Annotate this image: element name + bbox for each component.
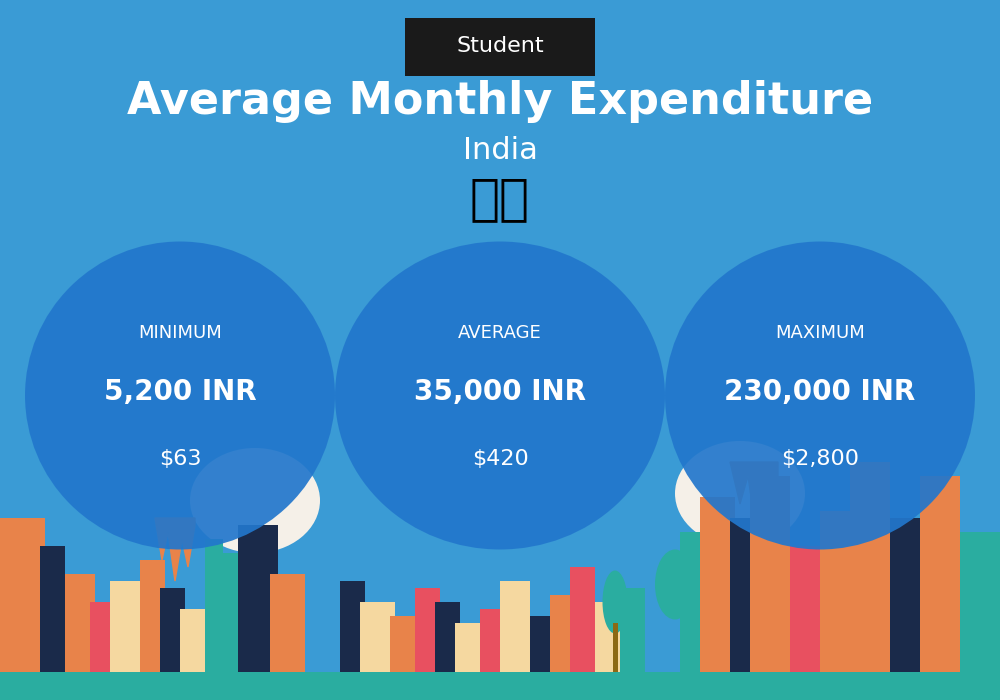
Bar	[360, 602, 395, 672]
Polygon shape	[730, 462, 778, 532]
Bar	[500, 581, 530, 672]
Ellipse shape	[655, 550, 695, 620]
Bar	[180, 609, 210, 672]
Text: AVERAGE: AVERAGE	[458, 323, 542, 342]
Bar	[730, 518, 755, 672]
Bar	[270, 574, 305, 672]
Bar	[530, 616, 555, 672]
Text: 🇮🇳: 🇮🇳	[470, 176, 530, 223]
Bar	[110, 581, 145, 672]
Bar	[550, 595, 575, 672]
Bar	[595, 602, 625, 672]
Bar	[415, 588, 440, 672]
Text: India: India	[463, 136, 537, 165]
Text: 35,000 INR: 35,000 INR	[414, 378, 586, 406]
Ellipse shape	[25, 241, 335, 550]
Ellipse shape	[335, 241, 665, 550]
Text: Average Monthly Expenditure: Average Monthly Expenditure	[127, 80, 873, 123]
FancyBboxPatch shape	[405, 18, 595, 76]
Ellipse shape	[602, 570, 628, 634]
Text: $2,800: $2,800	[781, 449, 859, 468]
Bar	[90, 602, 115, 672]
Ellipse shape	[675, 441, 805, 546]
Bar	[140, 560, 165, 672]
Bar	[920, 476, 960, 672]
Bar	[435, 602, 460, 672]
Bar	[700, 497, 735, 672]
Bar	[340, 581, 365, 672]
FancyBboxPatch shape	[0, 672, 1000, 700]
Bar	[680, 532, 705, 672]
Text: Student: Student	[456, 36, 544, 55]
Text: 5,200 INR: 5,200 INR	[104, 378, 256, 406]
Bar	[238, 525, 278, 672]
Ellipse shape	[190, 448, 320, 553]
Bar	[0, 518, 45, 672]
Bar	[890, 518, 920, 672]
Bar	[750, 476, 790, 672]
Bar	[570, 567, 595, 672]
Bar	[790, 546, 825, 672]
Bar	[620, 588, 645, 672]
Text: MINIMUM: MINIMUM	[138, 323, 222, 342]
Bar	[40, 546, 65, 672]
Text: MAXIMUM: MAXIMUM	[775, 323, 865, 342]
Bar	[390, 616, 420, 672]
Text: $420: $420	[472, 449, 528, 468]
Bar	[160, 588, 185, 672]
Text: $63: $63	[159, 449, 201, 468]
Text: 230,000 INR: 230,000 INR	[724, 378, 916, 406]
Bar	[850, 462, 890, 672]
Bar	[222, 553, 240, 672]
Ellipse shape	[665, 241, 975, 550]
Bar	[205, 539, 223, 672]
Bar	[455, 623, 485, 672]
Polygon shape	[155, 518, 195, 581]
Bar	[820, 511, 850, 672]
Bar	[613, 623, 618, 672]
Bar	[65, 574, 95, 672]
Bar	[480, 609, 505, 672]
Bar	[960, 532, 1000, 672]
